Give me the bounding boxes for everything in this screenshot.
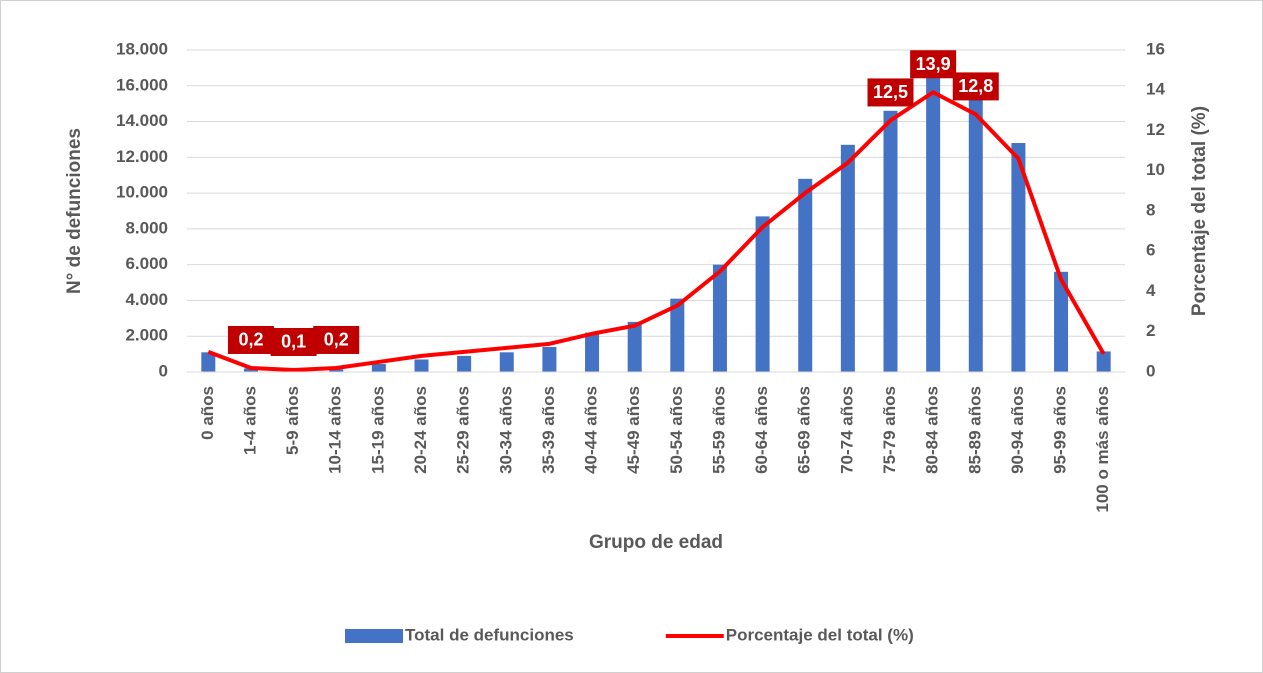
y2-tick-label: 10 xyxy=(1146,160,1165,179)
x-tick-label: 30-34 años xyxy=(496,386,515,474)
bar xyxy=(840,144,855,372)
line xyxy=(207,90,1106,372)
legend-label: Porcentaje del total (%) xyxy=(726,625,914,644)
x-tick-label: 60-64 años xyxy=(752,386,771,474)
legend-label: Total de defunciones xyxy=(405,625,574,644)
x-tick-label: 1-4 años xyxy=(240,386,259,455)
x-tick-label: 70-74 años xyxy=(837,386,856,474)
y2-axis-title: Porcentaje del total (%) xyxy=(1189,106,1210,316)
data-label: 0,2 xyxy=(324,330,349,350)
bar xyxy=(457,355,472,372)
x-tick-label: 35-39 años xyxy=(539,386,558,474)
x-tick-label: 45-49 años xyxy=(624,386,643,474)
bar xyxy=(499,352,514,372)
bar xyxy=(1054,271,1069,372)
bar xyxy=(627,321,642,372)
bar xyxy=(201,352,216,372)
x-tick-label: 80-84 años xyxy=(923,386,942,474)
data-label: 0,1 xyxy=(281,332,306,352)
x-tick-label: 15-19 años xyxy=(368,386,387,474)
y2-tick-label: 4 xyxy=(1146,281,1156,300)
data-label-box xyxy=(952,72,999,101)
bar xyxy=(712,264,727,372)
bar xyxy=(968,96,983,372)
y2-tick-label: 6 xyxy=(1146,241,1155,260)
bar xyxy=(329,369,344,372)
x-tick-label: 25-29 años xyxy=(454,386,473,474)
y2-tick-label: 2 xyxy=(1146,321,1155,340)
y-tick-label: 14.000 xyxy=(116,111,168,130)
bar xyxy=(414,359,429,372)
x-tick-label: 0 años xyxy=(198,386,217,440)
y2-tick-label: 0 xyxy=(1146,361,1155,380)
y-axis-title: N° de defunciones xyxy=(64,128,85,294)
y2-tick-label: 12 xyxy=(1146,120,1165,139)
y-tick-label: 0 xyxy=(159,361,168,380)
y-tick-label: 10.000 xyxy=(116,183,168,202)
bar xyxy=(542,346,557,372)
x-tick-label: 50-54 años xyxy=(667,386,686,474)
y-tick-label: 18.000 xyxy=(116,39,168,58)
x-axis-title: Grupo de edad xyxy=(589,532,723,553)
y-tick-label: 6.000 xyxy=(125,254,168,273)
bar xyxy=(585,332,600,372)
y2-tick-label: 14 xyxy=(1146,80,1165,99)
data-label-box xyxy=(227,325,274,354)
data-label-box xyxy=(867,78,914,107)
bar xyxy=(1096,351,1111,372)
data-label: 13,9 xyxy=(916,54,951,74)
bar xyxy=(755,216,770,372)
x-tick-label: 95-99 años xyxy=(1051,386,1070,474)
y-tick-label: 2.000 xyxy=(125,326,168,345)
data-label: 0,2 xyxy=(238,330,263,350)
legend-swatch xyxy=(345,629,403,643)
y-tick-label: 8.000 xyxy=(125,218,168,237)
x-tick-label: 65-69 años xyxy=(795,386,814,474)
x-tick-label: 20-24 años xyxy=(411,386,430,474)
bar xyxy=(883,110,898,373)
data-label-box xyxy=(910,50,957,79)
x-tick-label: 90-94 años xyxy=(1008,386,1027,474)
x-tick-label: 85-89 años xyxy=(965,386,984,474)
y-tick-label: 12.000 xyxy=(116,147,168,166)
y-tick-label: 16.000 xyxy=(116,75,168,94)
data-label-box xyxy=(313,325,360,354)
x-tick-label: 40-44 años xyxy=(582,386,601,474)
bar xyxy=(1011,143,1026,372)
data-label: 12,5 xyxy=(873,82,908,102)
x-tick-label: 100 o más años xyxy=(1093,386,1112,513)
x-tick-label: 55-59 años xyxy=(709,386,728,474)
y2-tick-label: 8 xyxy=(1146,200,1155,219)
y-tick-label: 4.000 xyxy=(125,290,168,309)
y2-tick-label: 16 xyxy=(1146,39,1165,58)
bar xyxy=(670,298,685,372)
bar xyxy=(243,368,258,372)
data-label: 12,8 xyxy=(958,76,993,96)
bar xyxy=(798,178,813,372)
x-tick-label: 5-9 años xyxy=(283,386,302,455)
bar xyxy=(926,76,941,372)
x-tick-label: 10-14 años xyxy=(326,386,345,474)
bar xyxy=(371,363,386,372)
data-label-box xyxy=(270,327,317,356)
x-tick-label: 75-79 años xyxy=(880,386,899,474)
